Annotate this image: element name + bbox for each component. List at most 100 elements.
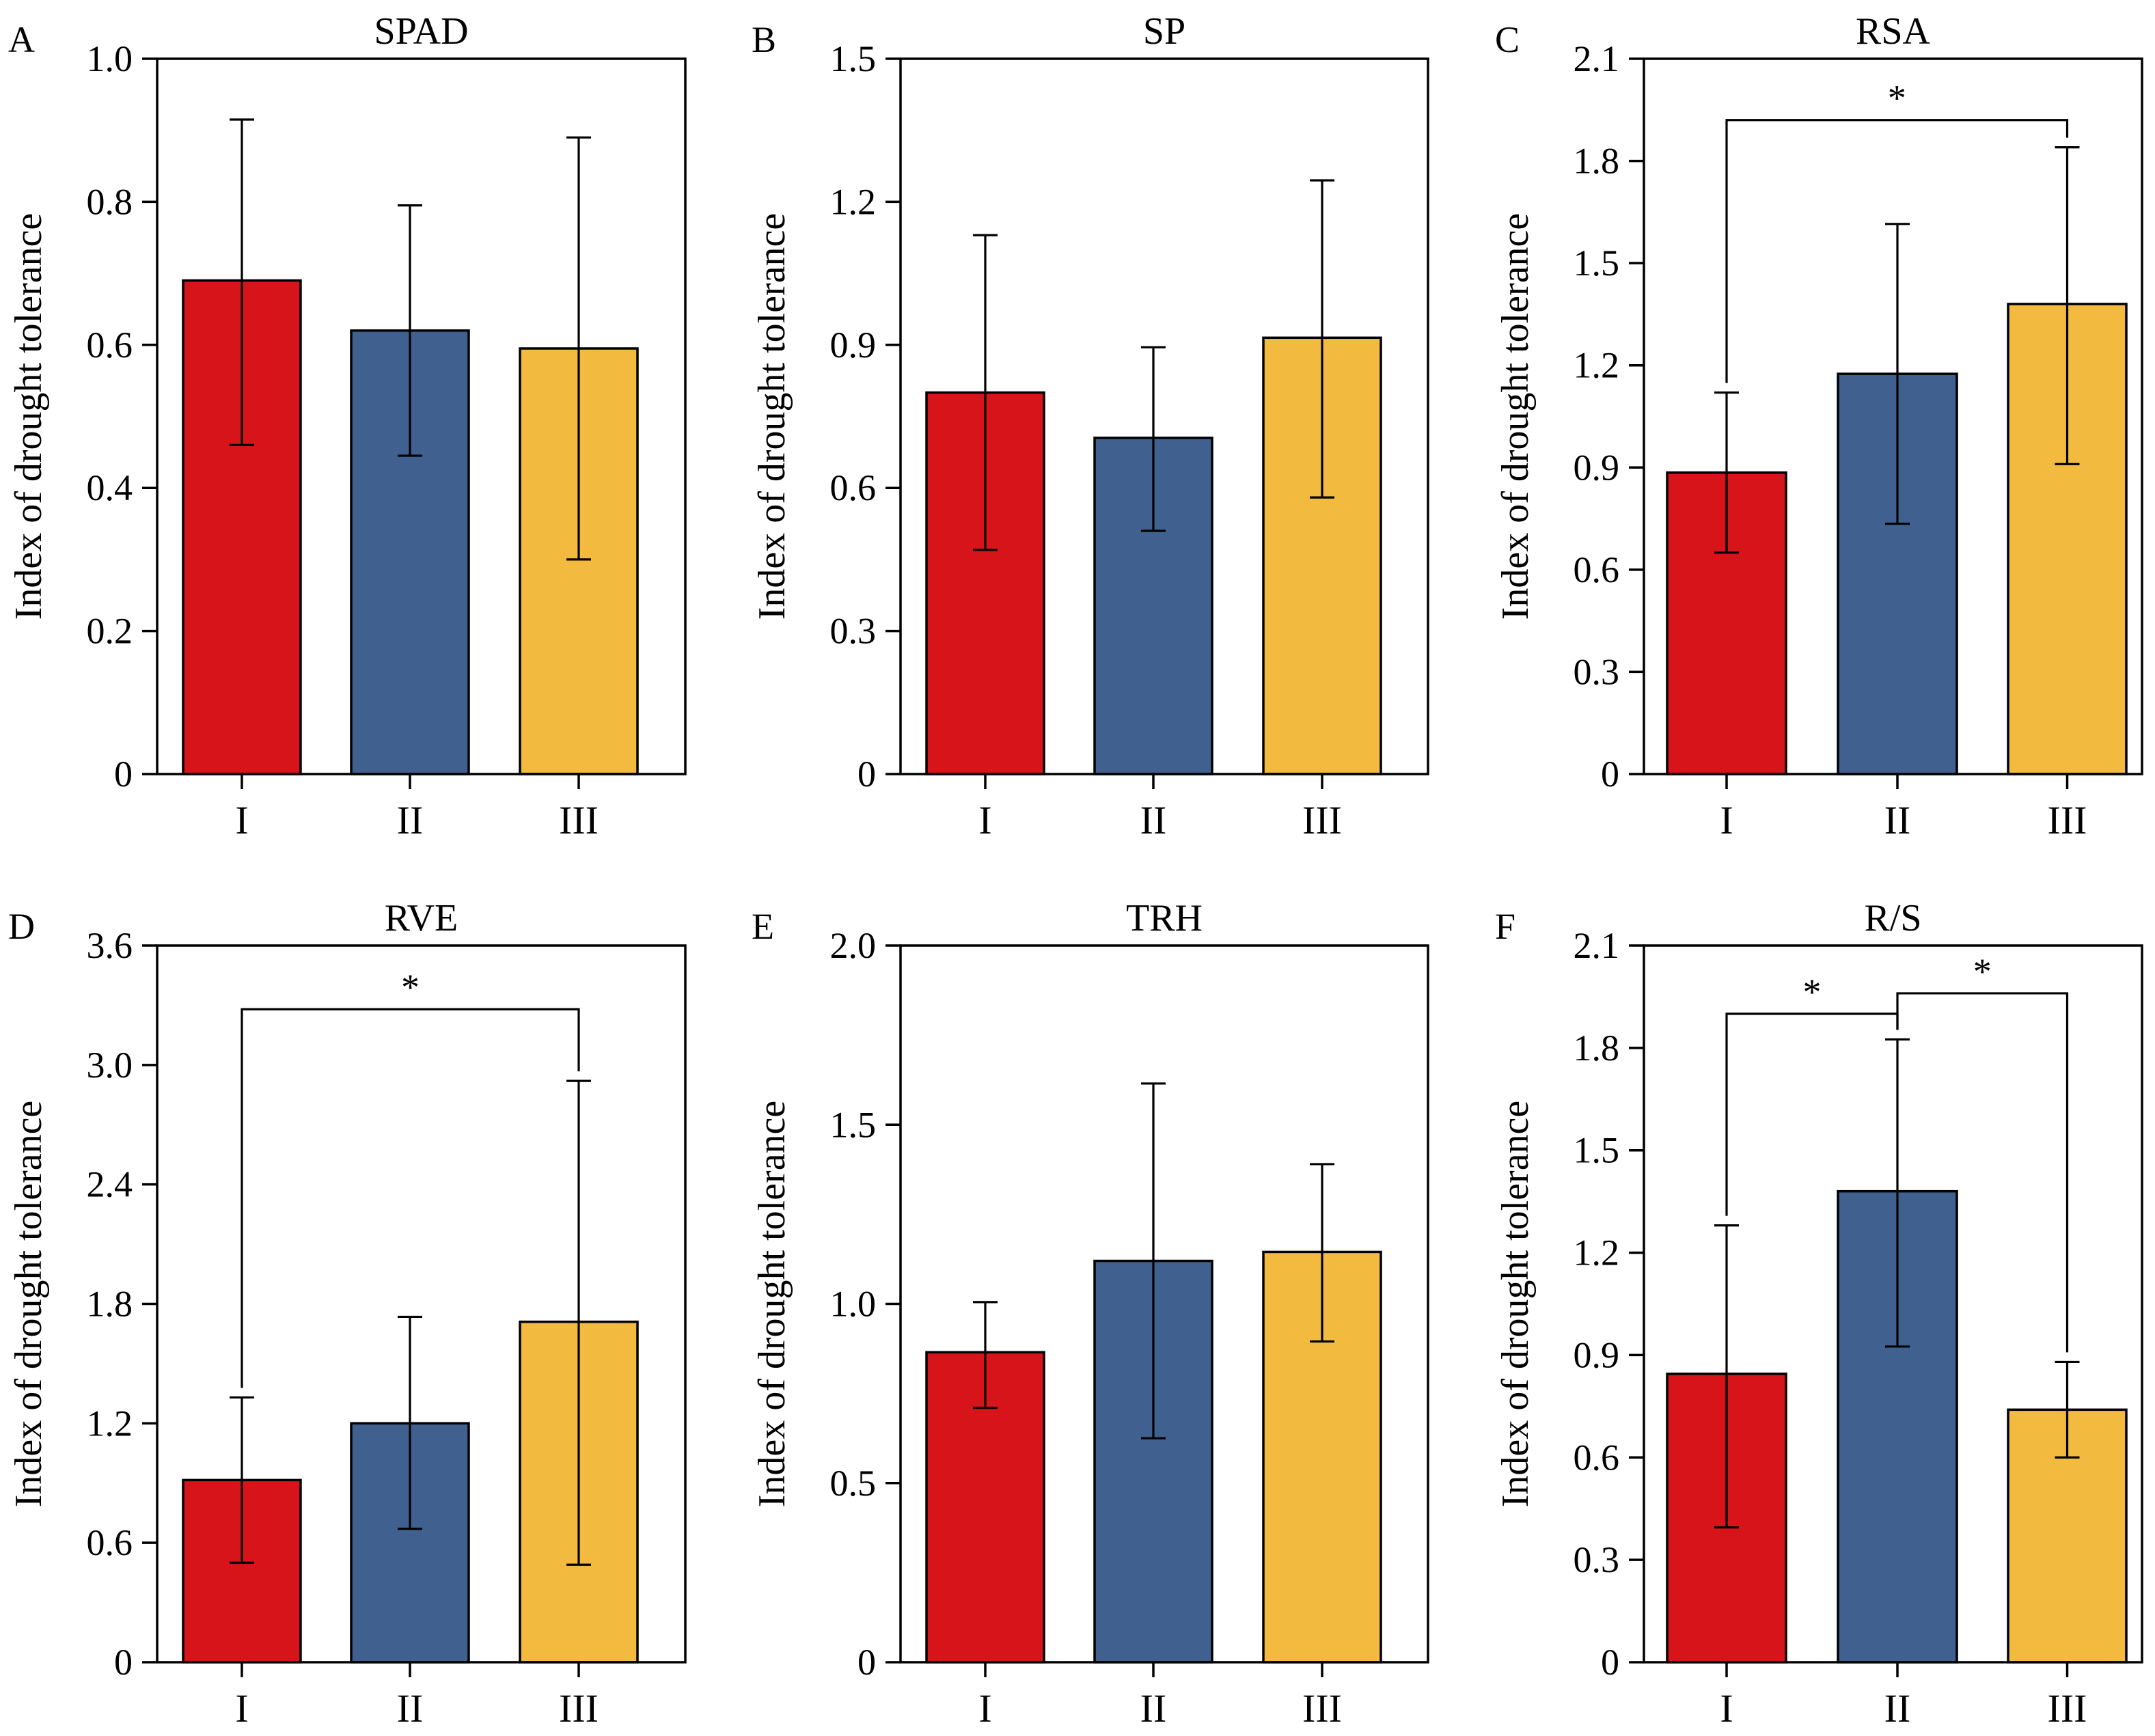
y-tick-label: 0 — [857, 1642, 876, 1683]
y-tick-label: 2.1 — [1574, 38, 1620, 79]
significance-star: * — [1803, 972, 1822, 1012]
y-tick-label: 0.5 — [830, 1463, 877, 1504]
y-tick-label: 1.0 — [87, 38, 133, 79]
x-category-label: III — [559, 1686, 599, 1731]
bracket-line — [241, 1008, 580, 1388]
y-tick-label: 1.5 — [1574, 1130, 1620, 1171]
plot-frame — [1643, 57, 2143, 775]
error-bar-i — [973, 234, 998, 551]
panel-letter: C — [1495, 19, 1520, 60]
significance-bracket: * — [1725, 972, 1899, 1216]
x-category-label: II — [397, 1686, 424, 1731]
y-tick-label: 1.5 — [1574, 243, 1620, 284]
y-tick-label: 0.8 — [87, 181, 133, 222]
panel-title: RVE — [385, 897, 458, 939]
y-tick-label: 1.8 — [1574, 1028, 1620, 1069]
significance-star: * — [1973, 951, 1992, 992]
y-tick-label: 0.9 — [1574, 447, 1620, 488]
error-bar-iii — [2055, 146, 2080, 465]
y-tick-label: 2.1 — [1574, 925, 1620, 966]
significance-bracket: * — [1896, 951, 2069, 1353]
x-category-label: II — [1884, 1686, 1911, 1731]
error-bar-iii — [566, 1079, 591, 1566]
y-tick-label: 0 — [1601, 754, 1619, 795]
x-category-label: II — [1140, 1686, 1167, 1731]
panel-letter: F — [1495, 906, 1515, 947]
plot-frame — [1643, 944, 2143, 1664]
bracket-line — [1725, 1012, 1899, 1216]
panel-b: B SP Index of drought tolerance 0 0.3 0.6 0.9 1… — [751, 10, 1429, 842]
y-tick-label: 0 — [114, 754, 133, 795]
y-tick-label: 1.2 — [830, 181, 877, 222]
y-tick-label: 0.3 — [830, 611, 877, 652]
y-axis-label: Index of drought tolerance — [1494, 1101, 1537, 1508]
error-bar-ii — [398, 204, 422, 457]
x-category-label: III — [2048, 798, 2087, 842]
x-category-label: II — [1140, 798, 1167, 842]
panel-title: R/S — [1864, 897, 1921, 939]
significance-bracket: * — [241, 967, 580, 1388]
y-axis-label: Index of drought tolerance — [751, 213, 793, 620]
y-tick-label: 1.2 — [1574, 345, 1620, 386]
y-tick-label: 1.0 — [830, 1284, 877, 1325]
panel-letter: D — [8, 906, 35, 947]
y-tick-label: 0.2 — [87, 611, 133, 652]
y-axis-label: Index of drought tolerance — [1494, 213, 1537, 620]
y-tick-label: 2.4 — [87, 1164, 133, 1205]
error-bar-ii — [1141, 1082, 1166, 1439]
y-tick-label: 1.5 — [830, 1104, 877, 1145]
y-tick-label: 3.6 — [87, 925, 133, 966]
y-tick-label: 0.4 — [87, 467, 133, 508]
error-bar-iii — [1310, 179, 1334, 499]
bracket-line — [1896, 992, 2069, 1353]
plot-frame — [156, 57, 687, 775]
panel-letter: E — [752, 906, 774, 947]
error-bar-i — [1714, 1224, 1739, 1529]
x-category-label: I — [978, 1686, 991, 1731]
error-bar-i — [973, 1301, 998, 1409]
x-category-label: II — [397, 798, 424, 842]
bracket-line — [1725, 119, 2069, 383]
error-bar-i — [230, 118, 254, 446]
panel-title: RSA — [1856, 10, 1930, 53]
x-category-label: I — [235, 1686, 248, 1731]
error-bar-i — [1714, 391, 1739, 554]
error-bar-ii — [1885, 1038, 1910, 1348]
y-tick-label: 1.2 — [87, 1403, 133, 1444]
x-category-label: III — [2048, 1686, 2087, 1731]
y-tick-label: 0.9 — [830, 325, 877, 366]
significance-star: * — [401, 967, 420, 1008]
y-tick-label: 0 — [114, 1642, 133, 1683]
error-bar-iii — [566, 136, 591, 561]
y-tick-label: 0.9 — [1574, 1334, 1620, 1375]
y-axis-label: Index of drought tolerance — [751, 1101, 793, 1508]
y-tick-label: 0 — [857, 754, 876, 795]
x-category-label: III — [559, 798, 599, 842]
y-tick-label: 1.8 — [1574, 141, 1620, 182]
panel-title: SPAD — [374, 10, 468, 53]
panel-letter: B — [752, 19, 776, 60]
panel-e: E TRH Index of drought tolerance 0 0.5 1.0 1.5… — [751, 897, 1429, 1731]
error-bar-ii — [1885, 223, 1910, 525]
panel-f: F R/S Index of drought tolerance 0 0.3 0.6 0.9… — [1494, 897, 2143, 1731]
panel-letter: A — [8, 19, 35, 60]
y-axis-label: Index of drought tolerance — [8, 1101, 50, 1508]
y-tick-label: 0.6 — [1574, 1437, 1620, 1478]
y-tick-label: 3.0 — [87, 1045, 133, 1086]
error-bar-ii — [398, 1315, 422, 1530]
error-bar-i — [230, 1396, 254, 1564]
significance-bracket: * — [1725, 78, 2069, 383]
x-category-label: II — [1884, 798, 1911, 842]
panel-title: TRH — [1126, 897, 1203, 939]
significance-star: * — [1888, 78, 1906, 119]
panel-d: D RVE Index of drought tolerance 0 0.6 1.2 1.8… — [8, 897, 687, 1731]
x-category-label: I — [235, 798, 248, 842]
panel-title: SP — [1143, 10, 1185, 53]
y-tick-label: 0.3 — [1574, 1539, 1620, 1580]
y-tick-label: 0.6 — [87, 1522, 133, 1563]
x-category-label: I — [978, 798, 991, 842]
x-category-label: I — [1720, 798, 1733, 842]
y-tick-label: 0.6 — [830, 467, 877, 508]
y-tick-label: 1.8 — [87, 1284, 133, 1325]
